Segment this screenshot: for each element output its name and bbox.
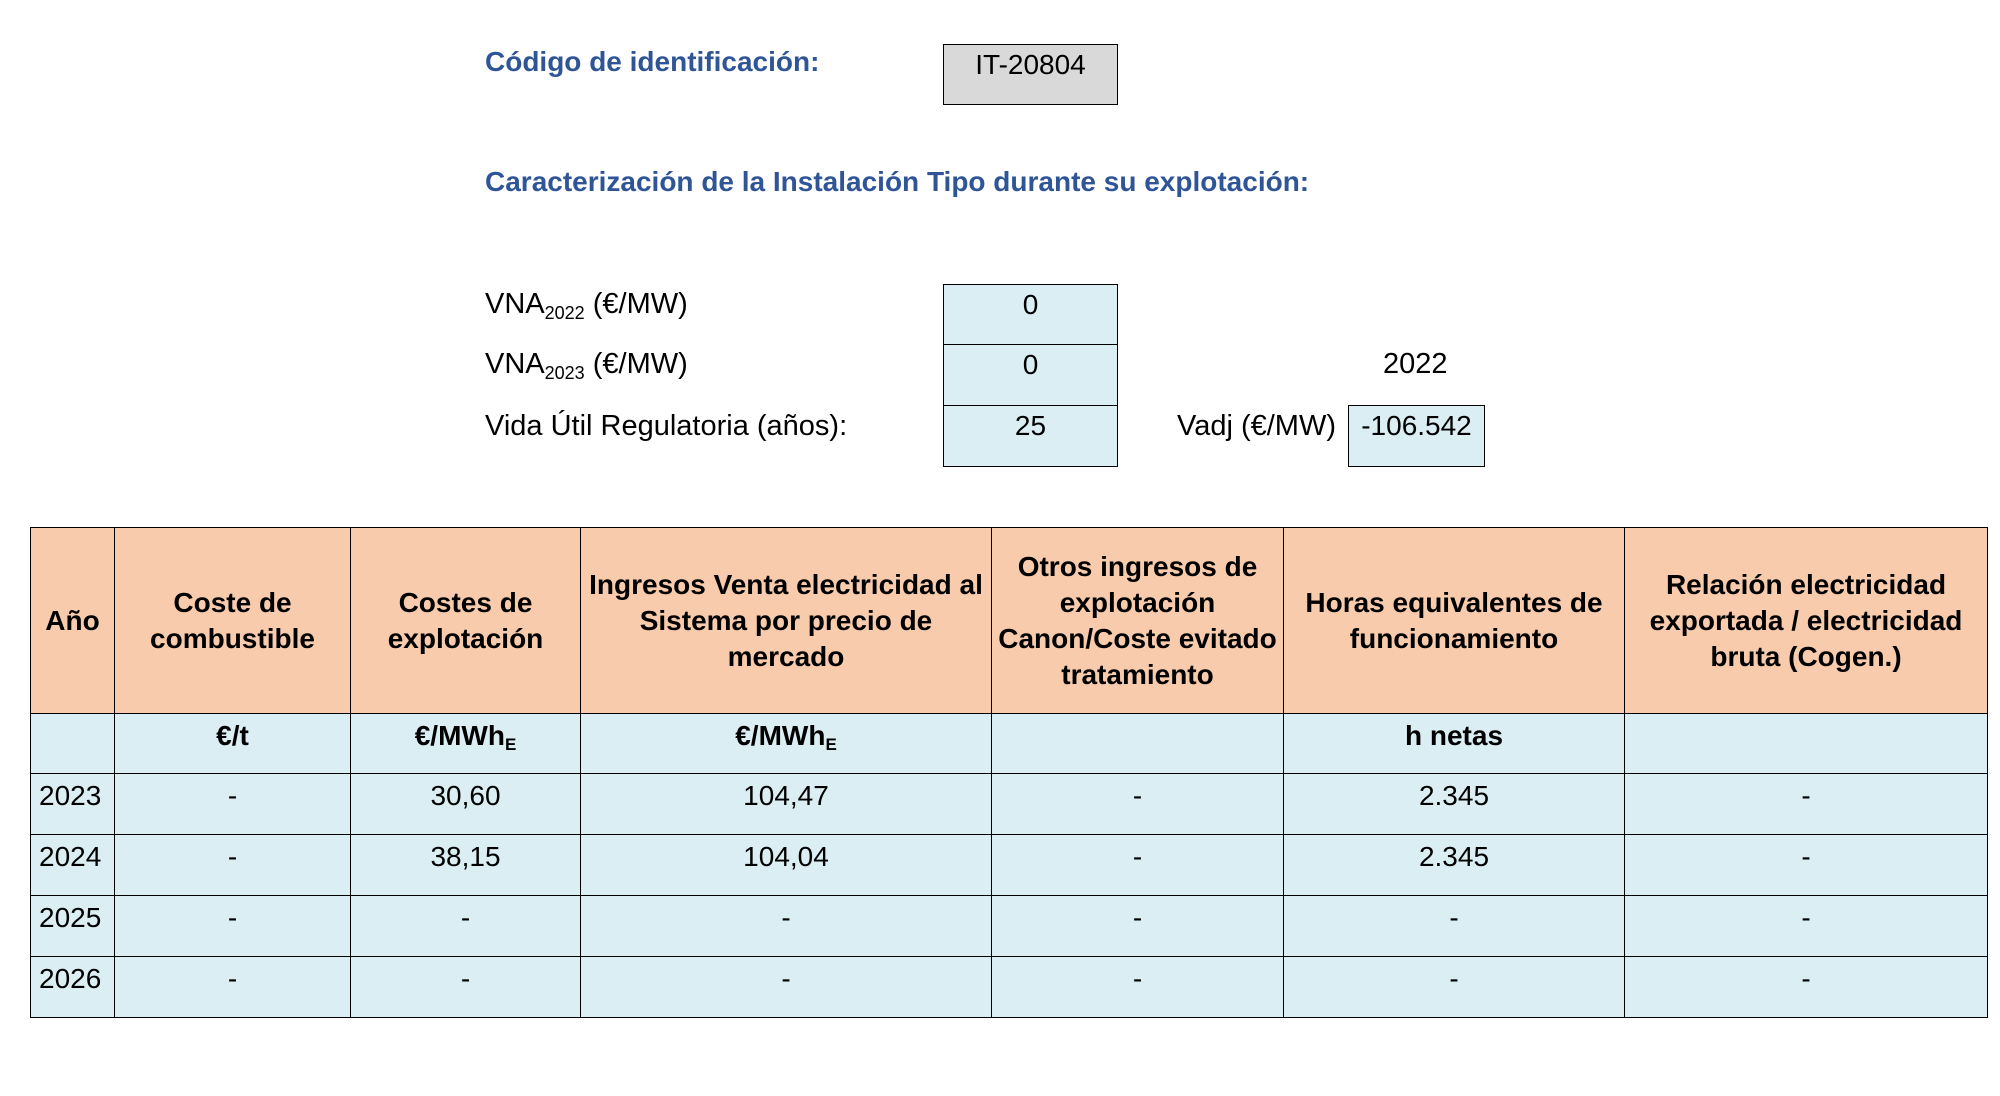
vna-2023-value: 0 — [943, 344, 1118, 406]
cell-explotacion: 38,15 — [350, 834, 581, 896]
vna-2022-value: 0 — [943, 284, 1118, 345]
cell-combustible: - — [114, 773, 351, 835]
table-row: 2024 - 38,15 104,04 - 2.345 - — [30, 834, 1988, 896]
header-costes-explotacion: Costes de explotación — [350, 527, 581, 714]
cell-relacion: - — [1624, 773, 1988, 835]
cell-relacion: - — [1624, 834, 1988, 896]
table-row: 2025 - - - - - - — [30, 895, 1988, 957]
cell-ingresos: 104,04 — [580, 834, 992, 896]
cell-ingresos: 104,47 — [580, 773, 992, 835]
unit-explotacion: €/MWhE — [350, 713, 581, 774]
table-units-row: €/t €/MWhE €/MWhE h netas — [30, 713, 1988, 774]
id-value-box: IT-20804 — [943, 44, 1118, 105]
cell-horas: 2.345 — [1283, 834, 1625, 896]
unit-ingresos: €/MWhE — [580, 713, 992, 774]
header-ingresos-venta: Ingresos Venta electricidad al Sistema p… — [580, 527, 992, 714]
cell-explotacion: - — [350, 895, 581, 957]
header-anio: Año — [30, 527, 115, 714]
header-relacion-electricidad: Relación electricidad exportada / electr… — [1624, 527, 1988, 714]
cell-relacion: - — [1624, 956, 1988, 1018]
cell-explotacion: - — [350, 956, 581, 1018]
cell-year: 2025 — [30, 895, 115, 957]
vna-2023-label: VNA2023 (€/MW) — [485, 348, 688, 383]
vida-util-label: Vida Útil Regulatoria (años): — [485, 410, 848, 442]
unit-horas: h netas — [1283, 713, 1625, 774]
cost-table: Año Coste de combustible Costes de explo… — [30, 527, 1988, 1018]
cell-ingresos: - — [580, 956, 992, 1018]
unit-otros — [991, 713, 1284, 774]
cell-horas: 2.345 — [1283, 773, 1625, 835]
vadj-label: Vadj (€/MW) — [1177, 410, 1336, 442]
cell-year: 2026 — [30, 956, 115, 1018]
header-otros-ingresos: Otros ingresos de explotación Canon/Cost… — [991, 527, 1284, 714]
vadj-value: -106.542 — [1348, 405, 1485, 467]
cell-year: 2024 — [30, 834, 115, 896]
header-coste-combustible: Coste de combustible — [114, 527, 351, 714]
table-row: 2026 - - - - - - — [30, 956, 1988, 1018]
table-row: 2023 - 30,60 104,47 - 2.345 - — [30, 773, 1988, 835]
cell-year: 2023 — [30, 773, 115, 835]
id-label: Código de identificación: — [485, 46, 820, 77]
cell-explotacion: 30,60 — [350, 773, 581, 835]
unit-anio — [30, 713, 115, 774]
section-title: Caracterización de la Instalación Tipo d… — [485, 166, 1310, 197]
cell-otros: - — [991, 773, 1284, 835]
cell-otros: - — [991, 834, 1284, 896]
table-header-row: Año Coste de combustible Costes de explo… — [30, 527, 1988, 714]
vida-util-value: 25 — [943, 405, 1118, 467]
cell-horas: - — [1283, 956, 1625, 1018]
vna-2022-label: VNA2022 (€/MW) — [485, 288, 688, 323]
unit-relacion — [1624, 713, 1988, 774]
cell-otros: - — [991, 895, 1284, 957]
cell-relacion: - — [1624, 895, 1988, 957]
unit-combustible: €/t — [114, 713, 351, 774]
cell-combustible: - — [114, 956, 351, 1018]
cell-otros: - — [991, 956, 1284, 1018]
cell-combustible: - — [114, 895, 351, 957]
cell-combustible: - — [114, 834, 351, 896]
year-label: 2022 — [1383, 348, 1448, 380]
header-horas-equivalentes: Horas equivalentes de funcionamiento — [1283, 527, 1625, 714]
cell-horas: - — [1283, 895, 1625, 957]
cell-ingresos: - — [580, 895, 992, 957]
